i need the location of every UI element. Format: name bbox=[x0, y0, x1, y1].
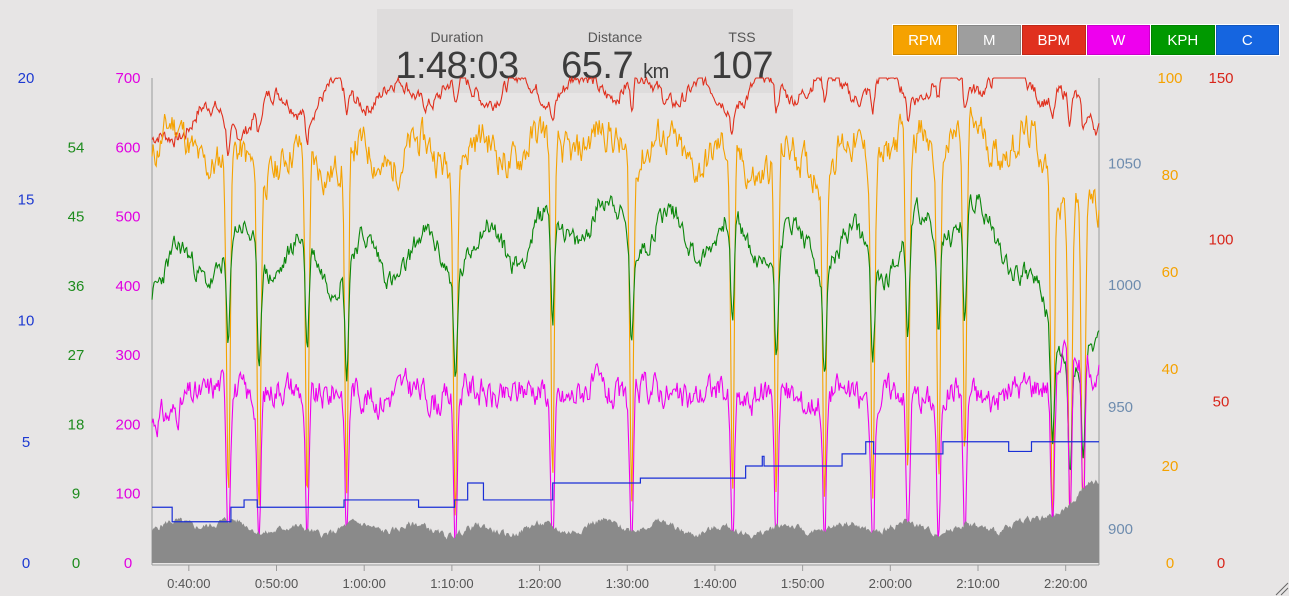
resize-handle-icon bbox=[1275, 582, 1289, 596]
series-w-line bbox=[151, 339, 1100, 561]
y-tick-label-kph: 27 bbox=[68, 347, 85, 364]
tss-stat: TSS 107 bbox=[697, 9, 787, 87]
duration-label: Duration bbox=[430, 29, 484, 45]
y-tick-label-m: 1000 bbox=[1108, 277, 1141, 294]
y-tick-label-w: 700 bbox=[115, 70, 140, 87]
y-tick-label-rpm: 20 bbox=[1162, 458, 1179, 475]
toggle-bpm-button[interactable]: BPM bbox=[1022, 25, 1086, 55]
y-tick-label-kph: 36 bbox=[68, 278, 85, 295]
y-tick-label-kph: 0 bbox=[72, 555, 80, 572]
series-rpm-line bbox=[151, 106, 1100, 547]
toggle-m-button[interactable]: M bbox=[957, 25, 1021, 55]
tss-label: TSS bbox=[728, 29, 756, 45]
toggle-rpm-button[interactable]: RPM bbox=[893, 25, 957, 55]
series-m-area bbox=[152, 479, 1099, 563]
y-tick-label-c: 10 bbox=[18, 313, 35, 330]
y-tick-label-kph: 45 bbox=[68, 209, 85, 226]
y-tick-label-m: 900 bbox=[1108, 521, 1133, 538]
tss-value: 107 bbox=[711, 45, 773, 87]
y-tick-label-w: 200 bbox=[115, 416, 140, 433]
series-toggle-legend: RPM M BPM W KPH C bbox=[892, 24, 1280, 56]
y-tick-label-kph: 18 bbox=[68, 416, 85, 433]
x-tick-label: 1:50:00 bbox=[781, 576, 824, 591]
duration-value: 1:48:03 bbox=[395, 45, 519, 87]
y-tick-label-w: 500 bbox=[115, 209, 140, 226]
distance-label: Distance bbox=[587, 29, 643, 45]
x-tick-label: 2:20:00 bbox=[1044, 576, 1087, 591]
y-tick-label-bpm: 50 bbox=[1213, 393, 1230, 410]
series-c-step-line bbox=[152, 441, 1099, 523]
y-tick-label-bpm: 100 bbox=[1208, 232, 1233, 249]
y-tick-label-w: 0 bbox=[124, 555, 132, 572]
y-tick-label-w: 600 bbox=[115, 139, 140, 156]
y-tick-label-w: 100 bbox=[115, 486, 140, 503]
y-tick-label-m: 1050 bbox=[1108, 155, 1141, 172]
y-tick-label-rpm: 0 bbox=[1166, 555, 1174, 572]
y-tick-label-rpm: 40 bbox=[1162, 361, 1179, 378]
x-tick-label: 0:50:00 bbox=[255, 576, 298, 591]
x-tick-label: 2:00:00 bbox=[869, 576, 912, 591]
x-tick-label: 1:40:00 bbox=[693, 576, 736, 591]
y-tick-label-bpm: 150 bbox=[1208, 70, 1233, 87]
x-tick-label: 0:40:00 bbox=[167, 576, 210, 591]
y-tick-label-w: 400 bbox=[115, 278, 140, 295]
series-kph-line bbox=[151, 193, 1100, 471]
y-tick-label-c: 5 bbox=[22, 434, 30, 451]
toggle-c-button[interactable]: C bbox=[1215, 25, 1279, 55]
y-tick-label-m: 950 bbox=[1108, 399, 1133, 416]
distance-unit: km bbox=[643, 61, 669, 83]
toggle-w-button[interactable]: W bbox=[1086, 25, 1150, 55]
y-tick-label-c: 0 bbox=[22, 555, 30, 572]
y-tick-label-rpm: 100 bbox=[1157, 70, 1182, 87]
x-tick-label: 1:20:00 bbox=[518, 576, 561, 591]
y-tick-label-c: 15 bbox=[18, 191, 35, 208]
series-bpm-line bbox=[151, 75, 1100, 157]
y-tick-label-rpm: 80 bbox=[1162, 167, 1179, 184]
y-tick-label-kph: 9 bbox=[72, 486, 80, 503]
duration-stat: Duration 1:48:03 bbox=[387, 9, 527, 87]
y-tick-label-c: 20 bbox=[18, 70, 35, 87]
y-tick-label-w: 300 bbox=[115, 347, 140, 364]
toggle-kph-button[interactable]: KPH bbox=[1151, 25, 1215, 55]
x-tick-label: 2:10:00 bbox=[956, 576, 999, 591]
x-tick-label: 1:00:00 bbox=[343, 576, 386, 591]
x-tick-label: 1:10:00 bbox=[430, 576, 473, 591]
y-tick-label-kph: 54 bbox=[68, 139, 85, 156]
y-tick-label-bpm: 0 bbox=[1217, 555, 1225, 572]
x-tick-label: 1:30:00 bbox=[606, 576, 649, 591]
y-tick-label-rpm: 60 bbox=[1162, 264, 1179, 281]
